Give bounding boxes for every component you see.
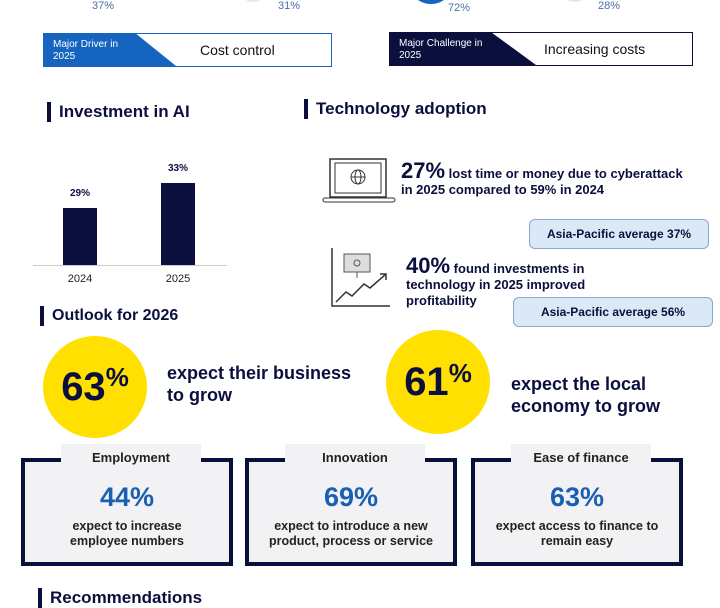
pie-label: 28% — [598, 0, 621, 12]
growth-chart-icon — [331, 248, 390, 307]
pie-label: 31% — [278, 0, 301, 12]
bar-2024 — [63, 208, 97, 265]
major-challenge-label: Major Challenge in 2025 — [390, 33, 536, 65]
major-driver-tag: Major Driver in 2025 Cost control — [43, 33, 332, 67]
card-title: Ease of finance — [511, 444, 651, 472]
section-heading-ai: Investment in AI — [47, 102, 190, 122]
major-driver-label: Major Driver in 2025 — [44, 34, 176, 66]
major-driver-value: Cost control — [200, 42, 275, 58]
card-pct: 44% — [99, 482, 155, 512]
bar-label-2025: 33% — [167, 162, 188, 174]
pie-label: 72% — [448, 2, 471, 14]
x-tick-2025: 2025 — [165, 273, 191, 285]
card-title: Employment — [61, 444, 201, 472]
tech-investment-stat: 40% found investments in technology in 20… — [406, 253, 586, 309]
card-title: Innovation — [285, 444, 425, 472]
innovation-card: Innovation 69% expect to introduce a new pr… — [245, 444, 457, 566]
bar-2025 — [161, 182, 195, 265]
card-pct: 69% — [323, 482, 379, 512]
major-challenge-tag: Major Challenge in 2025 Increasing costs — [389, 32, 693, 66]
asia-pacific-average-badge: Asia-Pacific average 37% — [529, 219, 709, 249]
business-growth-circle: 63% — [43, 336, 147, 438]
economy-growth-circle: 61% — [386, 330, 490, 434]
major-challenge-value: Increasing costs — [544, 41, 646, 57]
bar-label-2024: 29% — [69, 188, 90, 199]
pie-label: 37% — [92, 0, 115, 12]
employment-card: Employment 44% expect to increase employee … — [21, 444, 233, 566]
ease-of-finance-card: Ease of finance 63% expect access to finan… — [471, 444, 683, 566]
cyberattack-stat: 27% lost time or money due to cyberattac… — [401, 158, 683, 198]
card-pct: 63% — [549, 482, 605, 512]
x-tick-2024: 2024 — [67, 273, 93, 285]
card-desc: expect access to finance to remain easy — [495, 519, 659, 548]
section-heading-tech: Technology adoption — [304, 99, 487, 119]
chart-axis — [33, 265, 227, 266]
section-heading-recommendations: Recommendations — [38, 588, 202, 608]
pie-chart-partial — [238, 0, 268, 2]
economy-growth-text: expect the local economy to grow — [511, 374, 661, 416]
card-desc: expect to increase employee numbers — [70, 519, 184, 548]
business-growth-text: expect their business to grow — [167, 363, 352, 405]
pie-chart-partial — [560, 0, 590, 2]
section-heading-outlook: Outlook for 2026 — [40, 306, 178, 326]
laptop-globe-icon — [322, 158, 396, 203]
asia-pacific-average-badge: Asia-Pacific average 56% — [513, 297, 713, 327]
card-desc: expect to introduce a new product, proces… — [269, 519, 433, 548]
pie-chart-partial — [408, 0, 454, 4]
